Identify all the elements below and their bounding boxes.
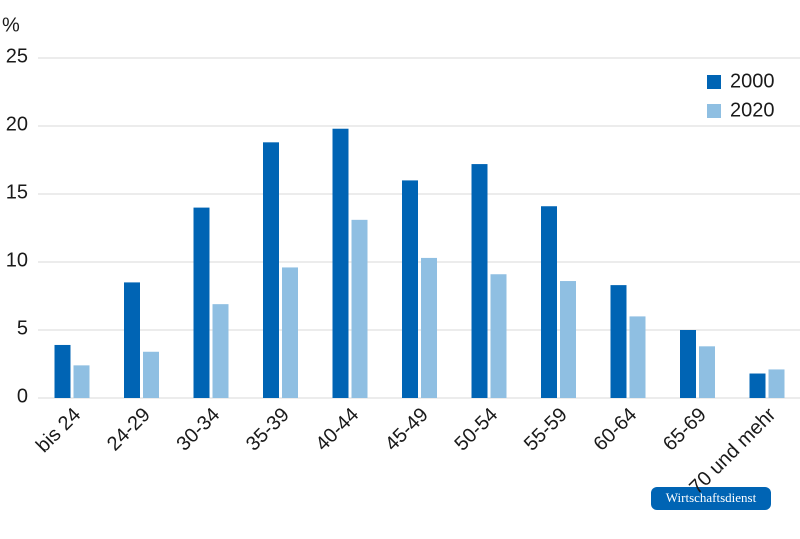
bar — [282, 267, 298, 398]
bar — [768, 369, 785, 398]
y-tick-label: 25 — [6, 45, 28, 67]
bar — [610, 285, 627, 398]
bar — [541, 206, 557, 398]
x-tick-label: 45-49 — [381, 404, 433, 456]
bar — [212, 304, 229, 398]
y-tick-label: 5 — [17, 317, 28, 339]
x-tick-label: 60-64 — [590, 404, 642, 456]
bar — [351, 219, 368, 398]
bar — [54, 344, 71, 398]
legend-label: 2020 — [730, 99, 775, 121]
y-axis-label: % — [2, 14, 20, 36]
legend-swatch — [707, 75, 721, 89]
bar — [629, 316, 646, 398]
x-tick-label: 65-69 — [659, 404, 711, 456]
bar — [699, 346, 715, 398]
source: Wirtschaftsdienst — [666, 490, 757, 505]
bar — [73, 365, 90, 398]
bar — [560, 281, 576, 398]
bar — [193, 207, 210, 398]
y-tick-label: 0 — [17, 385, 28, 407]
bar — [490, 274, 507, 398]
legend-swatch — [707, 104, 721, 118]
bar — [421, 257, 437, 398]
x-tick-label: 35-39 — [242, 404, 294, 456]
x-tick-label: 30-34 — [173, 404, 225, 456]
bar — [471, 164, 488, 398]
bar — [124, 282, 140, 398]
bar — [402, 180, 418, 398]
y-tick-label: 20 — [6, 113, 28, 135]
x-tick-label: 50-54 — [451, 404, 503, 456]
bar — [749, 373, 766, 398]
bar — [263, 142, 279, 398]
bar — [680, 330, 696, 398]
x-tick-label: 24-29 — [103, 404, 155, 456]
x-tick-label: bis 24 — [32, 404, 85, 457]
y-tick-label: 15 — [6, 181, 28, 203]
x-tick-label: 40-44 — [312, 404, 364, 456]
x-tick-label: 55-59 — [520, 404, 572, 456]
bar — [143, 351, 159, 398]
source-badge — [651, 487, 771, 510]
y-tick-label: 10 — [6, 249, 28, 271]
bar — [332, 128, 349, 398]
legend-label: 2000 — [730, 70, 775, 92]
